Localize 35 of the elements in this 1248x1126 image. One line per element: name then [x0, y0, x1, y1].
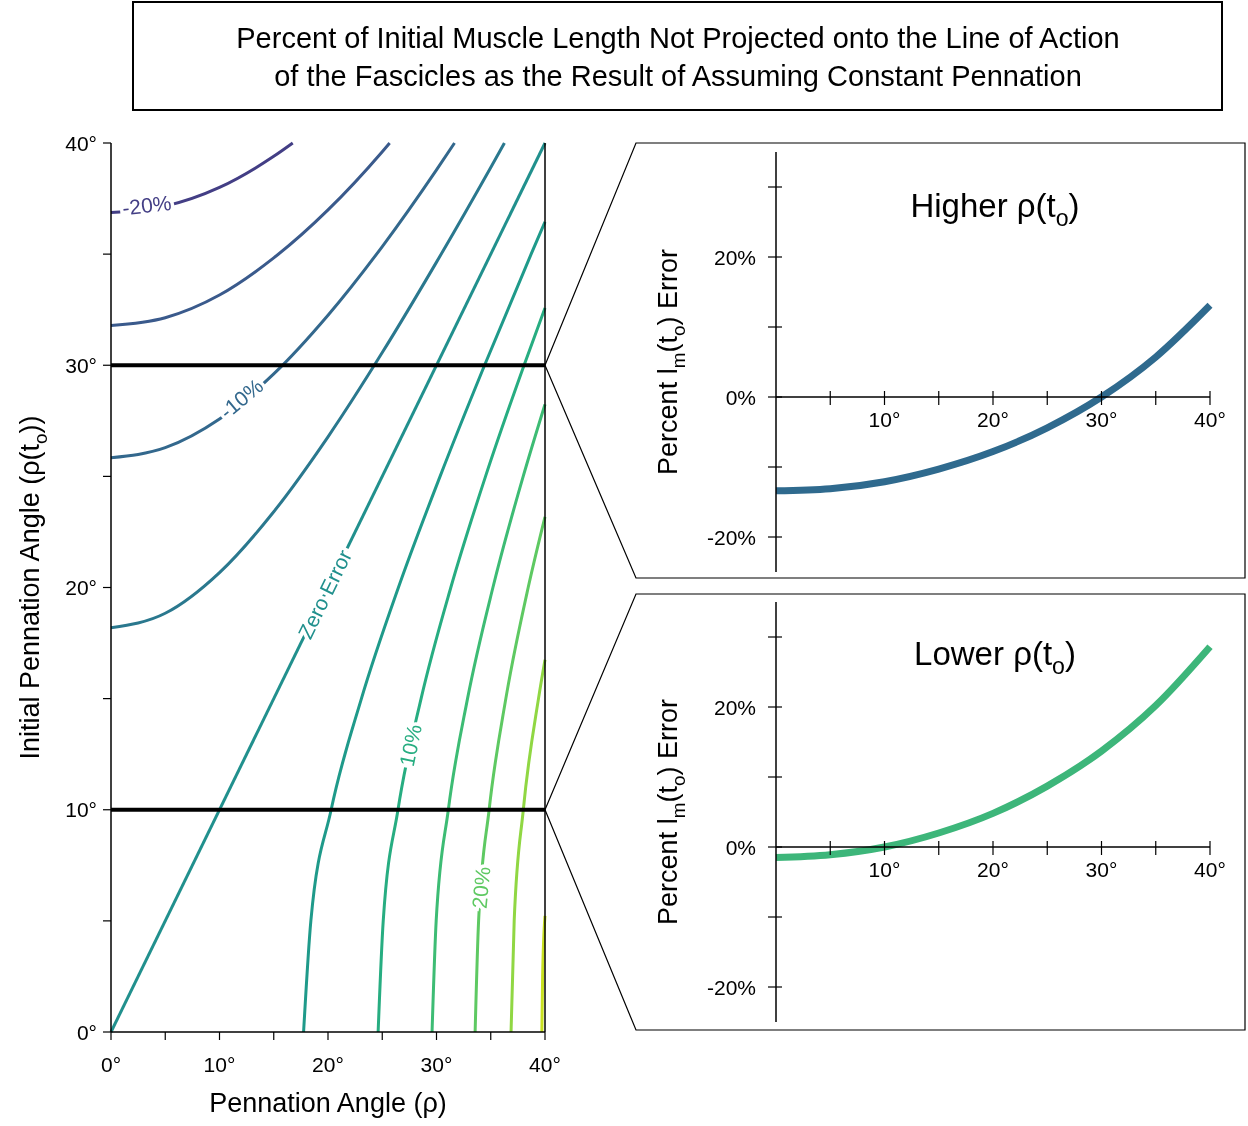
- y-tick-label: 30°: [65, 353, 97, 377]
- text: Higher ρ(t$_{o}$): [910, 186, 1080, 231]
- x-tick-label: 10°: [868, 408, 901, 431]
- x-axis-title: Pennation Angle (ρ): [209, 1088, 447, 1118]
- y-tick-label: 20%: [713, 695, 756, 719]
- y-tick-label: 10°: [65, 798, 97, 822]
- y-tick-label: 20%: [713, 245, 756, 269]
- x-tick-label: 20°: [977, 408, 1009, 431]
- y-tick-label: -20%: [706, 525, 756, 549]
- line-series: [509, 658, 547, 1034]
- text: Lower ρ(t$_{o}$): [914, 634, 1076, 679]
- x-tick-label: 40°: [1194, 408, 1226, 431]
- x-tick-label: 40°: [1194, 858, 1226, 881]
- y-tick-label: 40°: [65, 131, 97, 155]
- y-tick-label: 0%: [725, 835, 756, 859]
- x-tick-label: 30°: [1085, 858, 1118, 881]
- line-series: [430, 402, 547, 1034]
- x-tick-label: 30°: [420, 1053, 453, 1076]
- x-tick-label: 20°: [977, 858, 1009, 881]
- y-tick-label: 0°: [76, 1020, 97, 1044]
- text: Percent of Initial Muscle Length Not Projected onto the Line of Action of the Fascicles as the Result of Assuming Constant Pennation: [236, 22, 1120, 92]
- y-tick-label: 0%: [725, 385, 756, 409]
- line-series: [109, 141, 392, 327]
- annotation: -20%: [121, 190, 173, 220]
- x-tick-label: 10°: [868, 858, 901, 881]
- y-tick-label: -20%: [706, 975, 756, 999]
- line-series: [473, 515, 547, 1034]
- x-tick-label: 40°: [529, 1053, 561, 1076]
- x-tick-label: 0°: [100, 1053, 122, 1076]
- line-series: [109, 141, 457, 460]
- y-tick-label: 20°: [65, 576, 97, 599]
- x-tick-label: 20°: [312, 1053, 344, 1076]
- x-tick-label: 30°: [1085, 408, 1118, 431]
- line-series: [376, 306, 547, 1034]
- x-tick-label: 10°: [203, 1053, 236, 1076]
